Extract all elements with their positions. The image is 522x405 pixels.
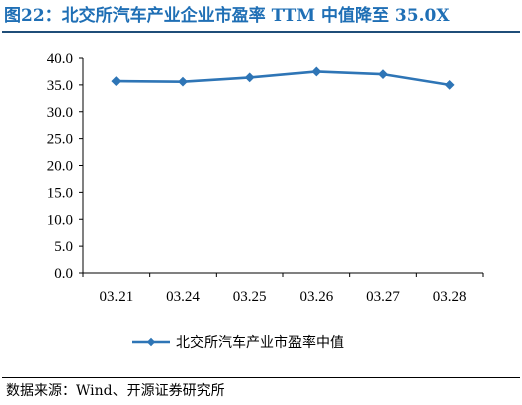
y-tick-label: 35.0 [47,78,73,94]
y-tick-label: 15.0 [47,185,73,201]
y-tick-label: 5.0 [54,239,73,255]
x-axis: 03.21 03.24 03.25 03.26 03.27 03.28 [82,272,484,305]
x-tick-label: 03.27 [366,289,400,305]
source-note: 数据来源：Wind、开源证券研究所 [6,383,225,399]
x-tick-label: 03.24 [166,289,200,305]
chart-title: 图22：北交所汽车产业企业市盈率 TTM 中值降至 35.0X [4,6,450,26]
x-tick-label: 03.25 [233,289,267,305]
y-axis: 0.0 5.0 10.0 15.0 20.0 25.0 30.0 35.0 40.0 [47,51,84,282]
y-tick-label: 25.0 [47,132,73,148]
y-tick-label: 40.0 [47,51,73,67]
data-point-03.24 [178,76,188,87]
legend-marker-swatch [146,337,156,347]
source-divider [2,377,520,378]
series [111,66,455,90]
y-tick-label: 20.0 [47,159,73,175]
legend-label: 北交所汽车产业市盈率中值 [176,334,344,351]
line-chart: 0.0 5.0 10.0 15.0 20.0 25.0 30.0 35.0 40.0 03.21… [47,51,484,351]
data-point-03.26 [311,66,322,77]
data-point-03.28 [444,79,455,90]
title-divider [2,31,520,33]
y-tick-label: 0.0 [54,266,73,282]
y-tick-label: 10.0 [47,212,73,228]
data-point-03.21 [111,76,122,87]
data-point-03.25 [244,72,255,83]
x-tick-label: 03.26 [299,289,333,305]
data-point-03.27 [378,69,388,80]
x-tick-label: 03.28 [433,289,467,305]
legend: 北交所汽车产业市盈率中值 [132,334,344,351]
x-tick-label: 03.21 [99,289,133,305]
series-line [116,70,450,87]
y-tick-label: 30.0 [47,105,73,121]
